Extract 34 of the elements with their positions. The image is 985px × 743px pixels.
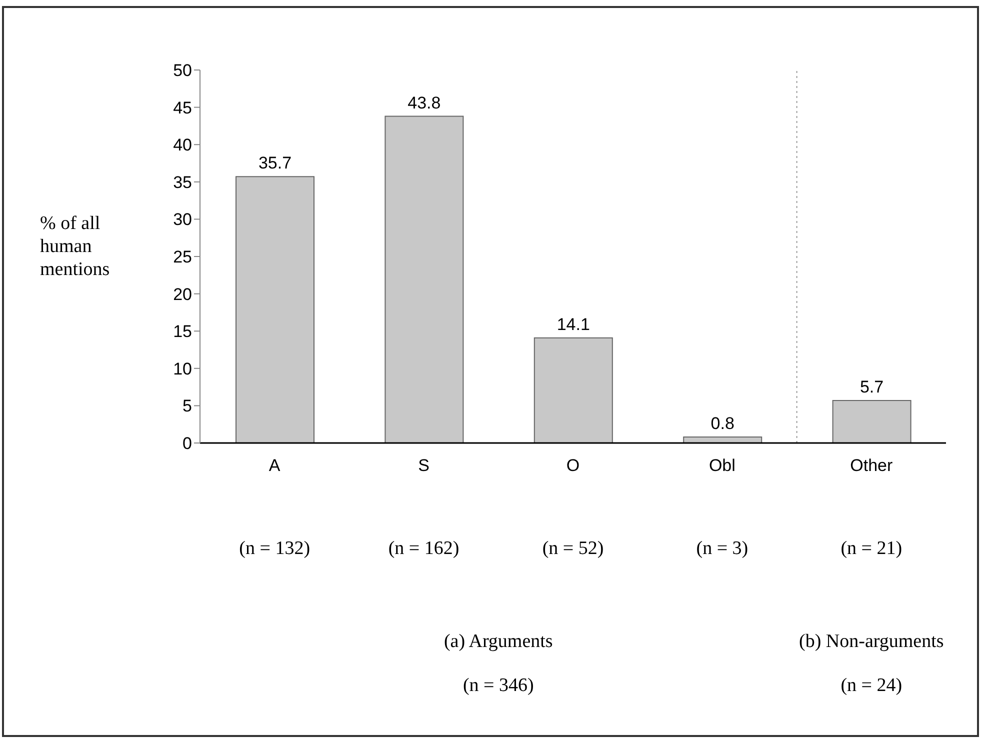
y-tick-label: 30	[173, 210, 192, 230]
x-tick-label: A	[268, 456, 281, 476]
bar	[384, 116, 464, 443]
bar	[832, 400, 912, 443]
x-tick-label: S	[418, 456, 430, 476]
y-tick-label: 45	[173, 98, 192, 118]
y-tick-label: 25	[173, 248, 192, 267]
text: (n = 132)	[238, 538, 312, 560]
text: (a) Arguments (n = 346)	[444, 631, 553, 696]
bar	[236, 176, 314, 443]
y-axis-title: % of all human mentions	[40, 212, 111, 281]
x-tick-label: Other	[850, 456, 893, 476]
data-label: 5.7	[860, 377, 884, 396]
bar	[683, 436, 762, 443]
data-label: 35.7	[258, 154, 292, 173]
y-tick-label: 5	[182, 396, 192, 416]
x-tick-label: Obl	[708, 456, 736, 476]
y-tick-label: 35	[173, 172, 192, 192]
text: (n = 3)	[695, 538, 750, 560]
y-tick-label: 50	[173, 61, 192, 80]
y-tick-label: 0	[182, 434, 192, 454]
y-tick-label: 40	[173, 136, 192, 155]
y-tick-label: 10	[173, 359, 192, 378]
data-label: 43.8	[408, 93, 441, 112]
data-label: 14.1	[556, 314, 590, 334]
text: (b) Non-arguments (n = 24)	[799, 631, 944, 696]
x-tick-label: O	[566, 456, 580, 476]
y-tick-label: 15	[173, 322, 192, 342]
text: (n = 52)	[541, 538, 605, 560]
y-tick-label: 20	[173, 284, 192, 304]
text: (n = 21)	[840, 538, 904, 560]
bar	[534, 337, 613, 443]
text: (n = 162)	[387, 538, 460, 560]
data-label: 0.8	[710, 414, 734, 434]
